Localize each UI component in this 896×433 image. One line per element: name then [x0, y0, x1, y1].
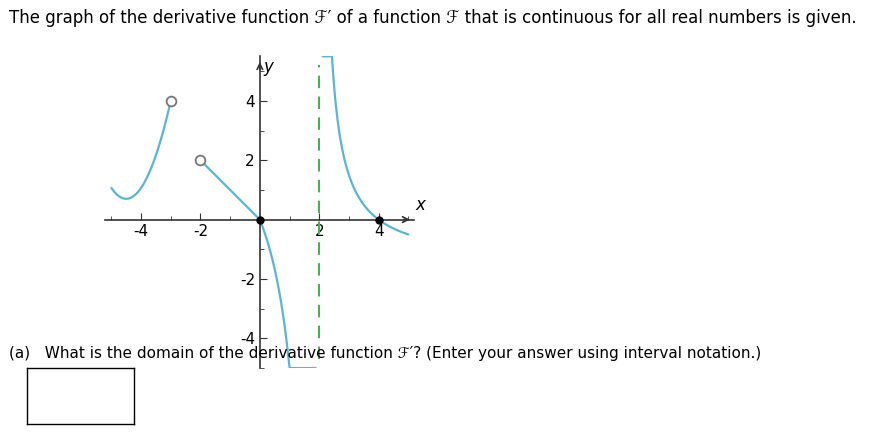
Text: The graph of the derivative function ℱ′ of a function ℱ that is continuous for a: The graph of the derivative function ℱ′ … — [9, 9, 857, 27]
Text: y: y — [263, 58, 273, 76]
Text: x: x — [416, 196, 426, 214]
Text: (a)   What is the domain of the derivative function ℱ′? (Enter your answer using: (a) What is the domain of the derivative… — [9, 346, 762, 362]
